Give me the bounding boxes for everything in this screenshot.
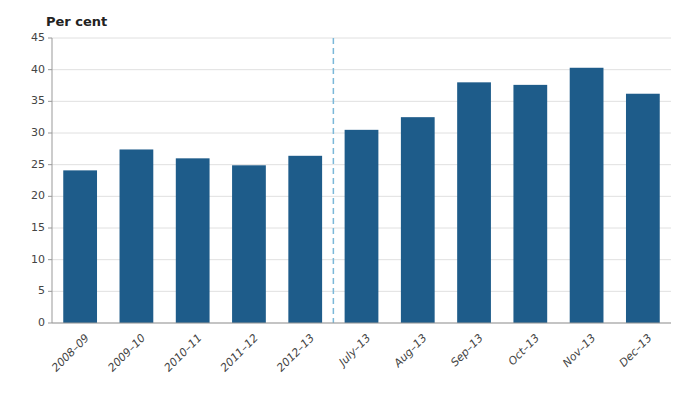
- y-tick-label: 35: [31, 94, 45, 107]
- x-axis-line: [52, 323, 671, 324]
- y-tick-label: 20: [31, 189, 45, 202]
- y-tick-label: 45: [31, 31, 45, 44]
- y-tick-label: 10: [31, 253, 45, 266]
- y-tick: [48, 196, 52, 197]
- y-tick-label: 40: [31, 63, 45, 76]
- bar: [401, 117, 435, 323]
- y-tick-label: 5: [38, 284, 45, 297]
- x-tick-label: 2011–12: [218, 332, 261, 375]
- x-tick-label: 2010–11: [162, 332, 205, 375]
- y-tick: [48, 259, 52, 260]
- bar: [176, 158, 210, 323]
- bar: [513, 85, 547, 323]
- x-tick-label: Oct–13: [506, 332, 542, 368]
- x-tick-label: Nov–13: [560, 332, 598, 370]
- y-tick: [48, 228, 52, 229]
- y-tick: [48, 69, 52, 70]
- x-tick-label: 2012–13: [274, 332, 317, 375]
- chart-svg: 0510152025303540452008–092009–102010–112…: [0, 0, 689, 401]
- grid: [52, 38, 671, 323]
- grid-line: [52, 323, 671, 324]
- chart-container: 0510152025303540452008–092009–102010–112…: [0, 0, 689, 401]
- y-tick: [48, 133, 52, 134]
- y-axis-label: Per cent: [46, 14, 107, 29]
- x-tick-label: Dec–13: [617, 332, 655, 370]
- divider-line: [333, 38, 335, 323]
- bar: [457, 82, 491, 323]
- y-tick: [48, 38, 52, 39]
- bars: [63, 68, 659, 323]
- bar: [232, 165, 266, 323]
- bar: [288, 156, 322, 323]
- y-tick: [48, 101, 52, 102]
- y-axis-line: [52, 38, 53, 323]
- bar: [626, 94, 660, 323]
- y-tick: [48, 164, 52, 165]
- x-axis: 2008–09 2009–10 2010–11 2011–12 2012–13 July–…: [49, 332, 655, 375]
- y-tick-label: 15: [31, 221, 45, 234]
- bar: [345, 130, 379, 323]
- x-tick-label: Aug–13: [391, 332, 430, 371]
- bar: [570, 68, 604, 323]
- y-tick-label: 30: [31, 126, 45, 139]
- y-tick-label: 0: [38, 316, 45, 329]
- x-tick-label: Sep–13: [448, 332, 486, 370]
- x-tick-label: 2008–09: [49, 332, 92, 375]
- x-tick-label: July–13: [335, 332, 373, 370]
- grid-line: [52, 38, 671, 39]
- y-axis: 0 5 10 15 20 25 30 35 40 45: [31, 31, 52, 329]
- bar: [63, 170, 97, 323]
- y-tick: [48, 323, 52, 324]
- x-tick-label: 2009–10: [105, 332, 148, 375]
- y-tick: [48, 291, 52, 292]
- y-tick-label: 25: [31, 158, 45, 171]
- bar: [120, 149, 154, 323]
